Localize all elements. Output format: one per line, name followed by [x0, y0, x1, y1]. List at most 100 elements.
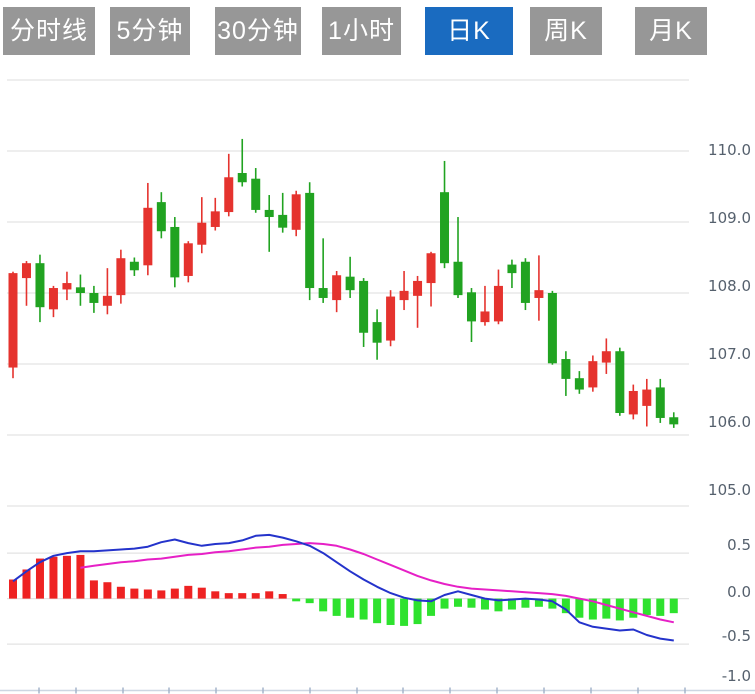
- candle-15: [197, 222, 207, 245]
- candle-14: [183, 243, 193, 276]
- macd-bar-5: [62, 555, 71, 599]
- tab-30min[interactable]: 30分钟: [215, 7, 301, 55]
- candle-40: [534, 290, 544, 298]
- macd-bar-32: [427, 598, 436, 616]
- macd-tick-label: 0.0: [727, 583, 751, 601]
- macd-bar-42: [561, 598, 570, 614]
- macd-bar-41: [548, 598, 557, 609]
- candle-3: [35, 263, 45, 308]
- macd-bar-39: [521, 598, 530, 608]
- macd-bar-13: [170, 588, 179, 599]
- macd-bar-33: [440, 598, 449, 609]
- candle-13: [170, 226, 180, 278]
- diff-line: [12, 533, 674, 642]
- candle-21: [278, 214, 288, 228]
- candle-33: [440, 192, 450, 264]
- macd-tick-label: -0.5: [722, 627, 751, 645]
- candle-48: [642, 389, 652, 406]
- candle-31: [413, 280, 423, 296]
- macd-axis-labels: 0.5 0.0 -0.5 -1.0: [722, 536, 751, 685]
- tab-timeline[interactable]: 分时线: [3, 7, 95, 55]
- candle-18: [237, 173, 247, 183]
- macd-tick-label: 0.5: [727, 536, 751, 554]
- price-tick-label: 110.0: [708, 141, 751, 159]
- macd-bar-38: [507, 598, 516, 610]
- tab-monthly-k[interactable]: 月K: [635, 7, 707, 55]
- macd-bar-1: [9, 579, 17, 599]
- macd-bar-17: [224, 593, 233, 599]
- candle-1: [8, 273, 18, 368]
- candle-46: [615, 351, 625, 413]
- price-tick-label: 105.0: [708, 481, 751, 499]
- candle-27: [359, 280, 369, 333]
- macd-bar-12: [157, 590, 166, 599]
- tab-1hour[interactable]: 1小时: [322, 7, 401, 55]
- x-axis: [0, 687, 755, 694]
- macd-bar-35: [467, 598, 476, 608]
- candle-4: [48, 288, 58, 310]
- macd-bar-21: [278, 594, 287, 599]
- dea-line: [80, 542, 675, 624]
- candle-22: [291, 194, 301, 230]
- candle-2: [21, 263, 31, 279]
- macd-bar-29: [386, 598, 395, 625]
- macd-bar-26: [346, 598, 355, 618]
- candle-6: [75, 287, 85, 293]
- macd-bar-18: [238, 593, 247, 599]
- candle-25: [332, 275, 342, 301]
- macd-bar-27: [359, 598, 368, 620]
- candle-12: [156, 202, 166, 232]
- candle-19: [251, 178, 261, 210]
- macd-bar-3: [35, 558, 44, 599]
- candle-30: [399, 290, 409, 301]
- macd-bar-49: [656, 598, 665, 616]
- macd-bar-34: [454, 598, 463, 607]
- macd-bar-24: [319, 598, 328, 612]
- candle-49: [655, 387, 665, 418]
- macd-bar-22: [292, 598, 301, 602]
- macd-bar-7: [89, 580, 98, 599]
- price-tick-label: 108.0: [708, 277, 751, 295]
- interval-tabbar: 分时线 5分钟 30分钟 1小时 日K 周K 月K: [0, 0, 755, 60]
- macd-bar-9: [116, 586, 125, 599]
- price-tick-label: 107.0: [708, 345, 751, 363]
- candle-45: [601, 351, 611, 363]
- price-tick-label: 106.0: [708, 413, 751, 431]
- candle-38: [507, 264, 517, 274]
- tab-daily-k[interactable]: 日K: [425, 7, 513, 55]
- candle-47: [628, 390, 638, 415]
- macd-bar-14: [184, 585, 193, 599]
- macd-bar-28: [373, 598, 382, 624]
- macd-bar-37: [494, 598, 503, 612]
- macd-bar-25: [332, 598, 341, 616]
- macd-bar-20: [265, 591, 274, 599]
- macd-bar-31: [413, 598, 422, 625]
- macd-bar-15: [197, 587, 206, 599]
- candle-7: [89, 293, 99, 303]
- macd-bar-48: [642, 598, 651, 615]
- candle-35: [466, 292, 476, 322]
- candle-39: [520, 261, 530, 303]
- macd-bar-8: [103, 582, 112, 599]
- candle-10: [129, 261, 139, 271]
- tab-weekly-k[interactable]: 周K: [530, 7, 602, 55]
- macd-bar-44: [588, 598, 597, 620]
- tab-5min[interactable]: 5分钟: [110, 7, 190, 55]
- candle-8: [102, 295, 112, 306]
- candle-42: [561, 359, 571, 379]
- candle-5: [62, 283, 72, 290]
- candle-16: [210, 211, 220, 227]
- candle-29: [386, 296, 396, 341]
- price-axis-labels: 110.0 109.0 108.0 107.0 106.0 105.0: [708, 141, 751, 499]
- macd-tick-label: -1.0: [722, 667, 751, 685]
- macd-bar-2: [22, 569, 31, 599]
- macd-bar-40: [534, 598, 543, 607]
- price-tick-label: 109.0: [708, 209, 751, 227]
- macd-bar-19: [251, 593, 260, 599]
- candle-43: [574, 378, 584, 390]
- candle-37: [493, 285, 503, 322]
- macd-histogram: [9, 554, 678, 626]
- candle-32: [426, 253, 436, 284]
